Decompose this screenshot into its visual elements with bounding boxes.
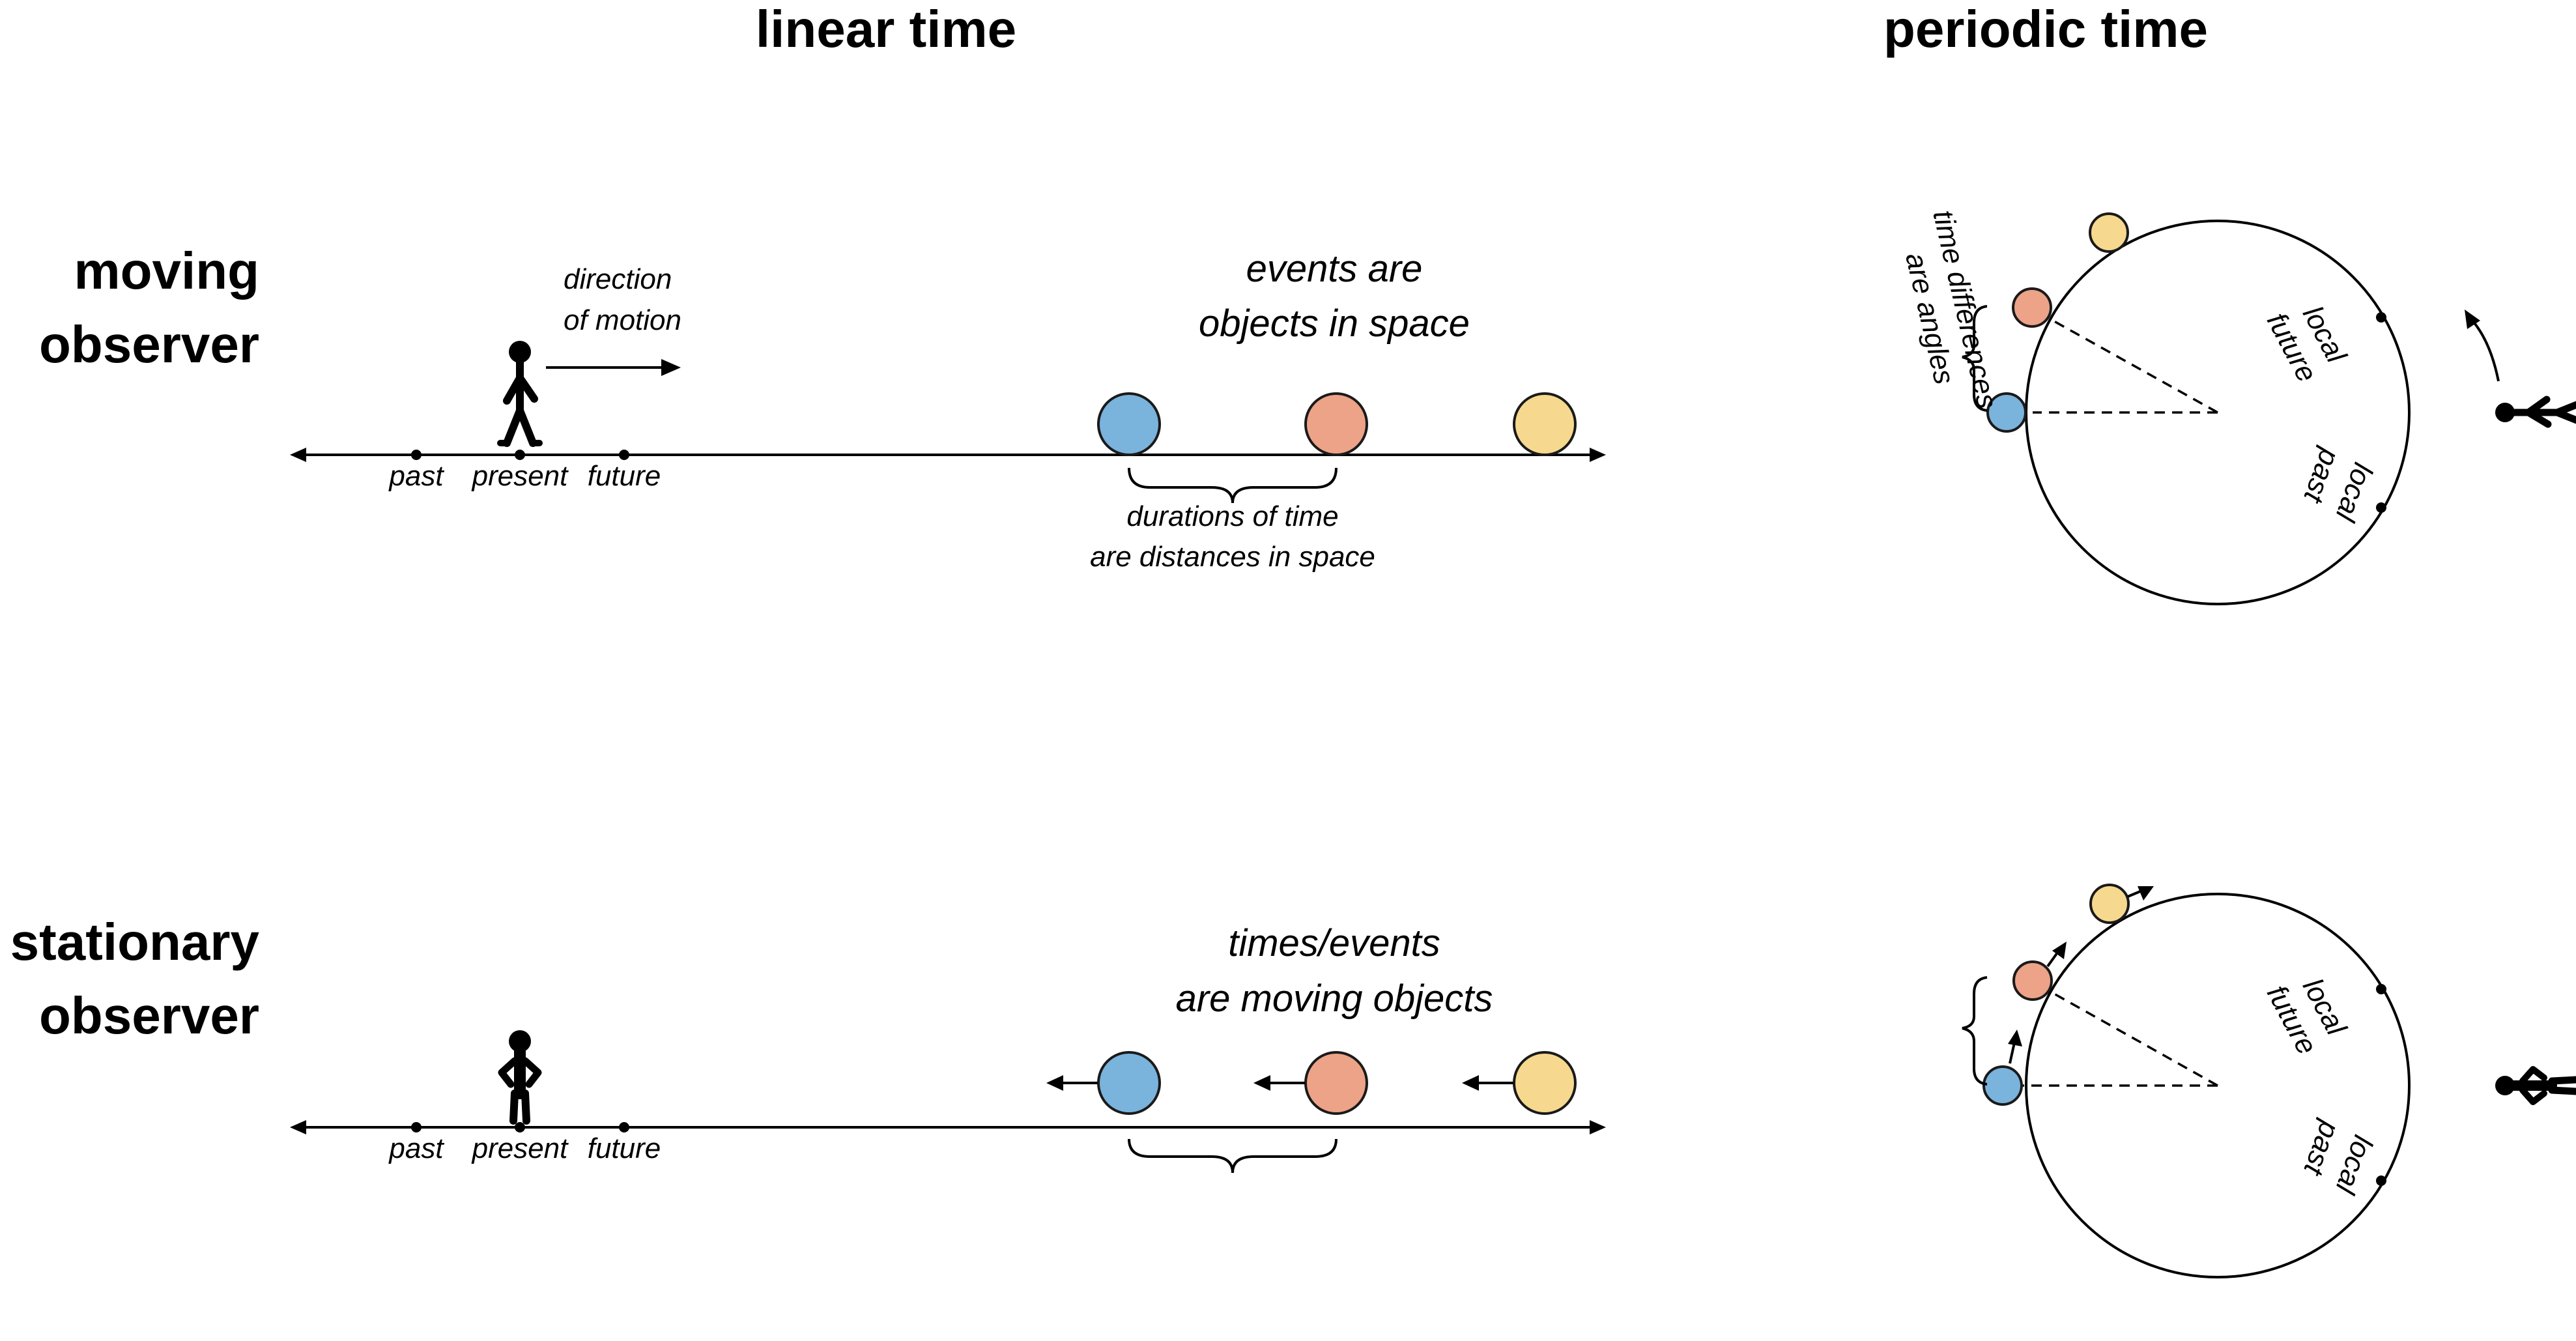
local-past-dot [2376,1175,2386,1186]
local-future-dot [2376,312,2386,323]
tick-past [411,450,422,460]
tick-label-present: present [471,1132,569,1164]
event-salmon [2012,960,2053,1001]
row-label-stationary-2: observer [39,987,259,1045]
event-motion-arrowhead [1253,1075,1270,1091]
event-salmon [2012,287,2052,328]
direction-label-1: direction [564,263,672,295]
timeline-right-arrowhead [1590,1120,1606,1134]
heading-linear-time: linear time [756,0,1016,58]
time-circle [2025,893,2411,1278]
event-yellow [2089,212,2129,253]
events-label-1: events are [1246,248,1423,290]
event-motion-arrowhead [2138,886,2154,901]
tick-past [411,1122,422,1132]
stationary-linear-panel: past present future times/events are mov… [290,922,1606,1174]
standing-person-icon [2495,1066,2576,1105]
timeline-left-arrowhead [290,1120,306,1134]
tick-present [515,450,525,460]
tick-future [619,1122,629,1132]
walking-person-icon [497,341,543,447]
duration-brace [1128,1138,1338,1174]
tick-future [619,450,629,460]
event-motion-arrowhead [2008,1030,2022,1046]
event-motion-arrowhead [1462,1075,1479,1091]
event-yellow [1513,392,1577,456]
angle-line [2048,989,2218,1087]
tick-label-past: past [388,460,444,492]
direction-label-2: of motion [564,304,681,336]
local-future-dot [2376,984,2386,994]
row-label-stationary-1: stationary [10,913,260,971]
rotation-arrowhead [2465,310,2480,329]
tick-label-future: future [588,1132,661,1164]
moving-periodic-panel: time differences are angles local future… [1899,207,2576,605]
event-blue [1982,1065,2023,1106]
event-blue [1986,392,2027,433]
event-motion-arrow [2009,1042,2016,1064]
events-label-2: objects in space [1199,302,1470,345]
event-yellow [1513,1051,1577,1115]
event-blue [1097,392,1161,456]
event-blue [1097,1051,1161,1115]
event-yellow [2089,884,2130,924]
heading-periodic-time: periodic time [1883,0,2208,58]
timeline-right-arrowhead [1590,448,1606,462]
stationary-periodic-panel: local future local past [1962,884,2576,1278]
event-motion-arrow [2127,890,2141,898]
rotation-arrow [2471,319,2500,382]
angle-line [2048,317,2218,414]
row-label-moving-1: moving [74,242,259,300]
timeline-left-arrowhead [290,448,306,462]
event-motion-arrowhead [1046,1075,1063,1091]
standing-person-icon [498,1030,542,1125]
tick-label-past: past [388,1132,444,1164]
tick-label-present: present [471,460,569,492]
durations-label-2: are distances in space [1090,541,1375,573]
durations-label-1: durations of time [1126,500,1338,532]
event-motion-arrow [2046,951,2059,968]
tick-present [515,1122,525,1132]
angle-brace [1962,976,1988,1086]
duration-brace [1128,467,1338,504]
moving-linear-panel: past present future direction of motion … [290,248,1606,573]
direction-arrowhead [661,359,681,376]
event-motion-arrowhead [2052,942,2067,959]
event-salmon [1304,1051,1368,1115]
times-label-2: are moving objects [1176,977,1493,1020]
tick-label-future: future [588,460,661,492]
angle-brace [1962,305,1988,412]
event-salmon [1304,392,1368,456]
walking-person-icon [2495,396,2576,428]
local-past-dot [2376,502,2386,513]
times-label-1: times/events [1228,922,1440,964]
row-label-moving-2: observer [39,315,259,373]
